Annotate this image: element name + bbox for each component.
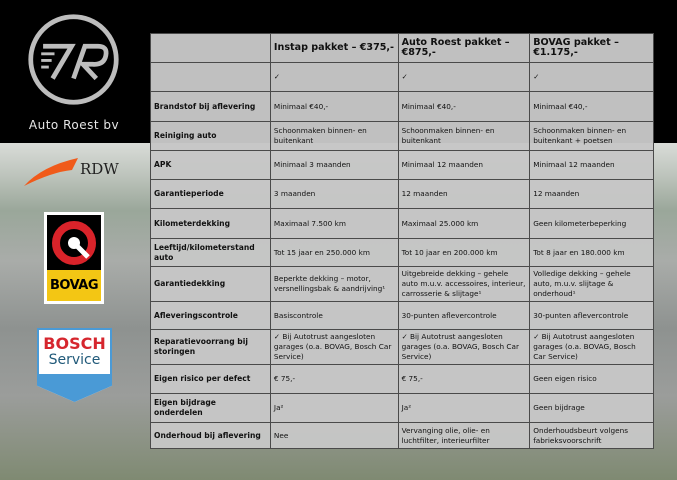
table-cell: ✓: [269, 62, 399, 92]
table-cell: Uitgebreide dekking – gehele auto m.u.v.…: [397, 266, 531, 302]
table-row: Garantieperiode 3 maanden 12 maanden 12 maa…: [150, 179, 654, 209]
table-cell: Nee: [269, 422, 399, 449]
table-cell: Geen eigen risico: [529, 364, 654, 394]
table-cell: 12 maanden: [529, 179, 654, 209]
table-cell: 30-punten aflevercontrole: [529, 301, 654, 330]
table-cell: Vervanging olie, olie- en luchtfilter, i…: [397, 422, 531, 449]
row-label: Eigen bijdrage onderdelen: [150, 393, 271, 423]
table-cell: Minimaal 12 maanden: [529, 150, 654, 180]
table-row: Reparatievoorrang bij storingen ✓ Bij Aut…: [150, 329, 654, 365]
table-cell: ✓ Bij Autotrust aangesloten garages (o.a…: [269, 329, 399, 365]
table-row: Reiniging auto Schoonmaken binnen- en bui…: [150, 121, 654, 151]
table-cell: Volledige dekking – gehele auto, m.u.v. …: [529, 266, 654, 302]
table-cell: Ja²: [269, 393, 399, 423]
table-cell: Tot 15 jaar en 250.000 km: [269, 238, 399, 267]
rdw-logo: RDW: [22, 156, 132, 190]
table-row: Garantiedekking Beperkte dekking – motor,…: [150, 266, 654, 302]
table-cell: Beperkte dekking – motor, versnellingsba…: [269, 266, 399, 302]
column-header: BOVAG pakket – €1.175,-: [529, 33, 654, 63]
table-row: APK Minimaal 3 maanden Minimaal 12 maanden…: [150, 150, 654, 180]
table-cell: Ja²: [397, 393, 531, 423]
row-label: Eigen risico per defect: [150, 364, 271, 394]
table-row: Leeftijd/kilometerstand auto Tot 15 jaar …: [150, 238, 654, 267]
column-header: Auto Roest pakket – €875,-: [397, 33, 531, 63]
row-label: Garantieperiode: [150, 179, 271, 209]
table-cell: Maximaal 25.000 km: [397, 208, 531, 239]
table-cell: Schoonmaken binnen- en buitenkant + poet…: [529, 121, 654, 151]
table-cell: 12 maanden: [397, 179, 531, 209]
table-row: Onderhoud bij aflevering Nee Vervanging ol…: [150, 422, 654, 449]
table-cell: Onderhoudsbeurt volgens fabrieksvoorschr…: [529, 422, 654, 449]
table-cell: Maximaal 7.500 km: [269, 208, 399, 239]
table-cell: Geen kilometerbeperking: [529, 208, 654, 239]
table-cell: ✓ Bij Autotrust aangesloten garages (o.a…: [397, 329, 531, 365]
row-label: Reparatievoorrang bij storingen: [150, 329, 271, 365]
table-cell: Minimaal 12 maanden: [397, 150, 531, 180]
table-cell: Tot 8 jaar en 180.000 km: [529, 238, 654, 267]
table-row: Eigen risico per defect € 75,- € 75,- Geen …: [150, 364, 654, 394]
table-cell: 3 maanden: [269, 179, 399, 209]
table-cell: € 75,-: [269, 364, 399, 394]
table-cell: 30-punten aflevercontrole: [397, 301, 531, 330]
row-label: Afleveringscontrole: [150, 301, 271, 330]
table-cell: Minimaal 3 maanden: [269, 150, 399, 180]
table-header-row: Instap pakket – €375,- Auto Roest pakket …: [150, 33, 654, 63]
column-header: Instap pakket – €375,-: [269, 33, 399, 63]
row-label: Leeftijd/kilometerstand auto: [150, 238, 271, 267]
row-label: [150, 62, 271, 92]
table-cell: ✓ Bij Autotrust aangesloten garages (o.a…: [529, 329, 654, 365]
auto-roest-logo: [28, 14, 119, 105]
table-row: Kilometerdekking Maximaal 7.500 km Maximaa…: [150, 208, 654, 239]
package-comparison-table: Instap pakket – €375,- Auto Roest pakket …: [150, 33, 654, 449]
table-row: Afleveringscontrole Basiscontrole 30-punte…: [150, 301, 654, 330]
rdw-text: RDW: [80, 160, 119, 178]
table-row: ✓ ✓ ✓: [150, 62, 654, 92]
bovag-logo: BOVAG: [44, 212, 104, 304]
table-cell: Minimaal €40,-: [529, 91, 654, 122]
table-cell: ✓: [529, 62, 654, 92]
row-label: Brandstof bij aflevering: [150, 91, 271, 122]
row-label: Kilometerdekking: [150, 208, 271, 239]
table-cell: € 75,-: [397, 364, 531, 394]
table-cell: Minimaal €40,-: [397, 91, 531, 122]
table-cell: ✓: [397, 62, 531, 92]
brand-name: Auto Roest bv: [28, 118, 120, 132]
table-row: Brandstof bij aflevering Minimaal €40,- Mi…: [150, 91, 654, 122]
table-cell: Basiscontrole: [269, 301, 399, 330]
table-cell: Tot 10 jaar en 200.000 km: [397, 238, 531, 267]
table-cell: Geen bijdrage: [529, 393, 654, 423]
bosch-service-logo: BOSCH Service: [37, 328, 112, 402]
table-row: Eigen bijdrage onderdelen Ja² Ja² Geen bijd…: [150, 393, 654, 423]
row-label: Onderhoud bij aflevering: [150, 422, 271, 449]
table-cell: Schoonmaken binnen- en buitenkant: [269, 121, 399, 151]
table-cell: Minimaal €40,-: [269, 91, 399, 122]
table-cell: Schoonmaken binnen- en buitenkant: [397, 121, 531, 151]
column-header: [150, 33, 271, 63]
row-label: Reiniging auto: [150, 121, 271, 151]
row-label: Garantiedekking: [150, 266, 271, 302]
row-label: APK: [150, 150, 271, 180]
